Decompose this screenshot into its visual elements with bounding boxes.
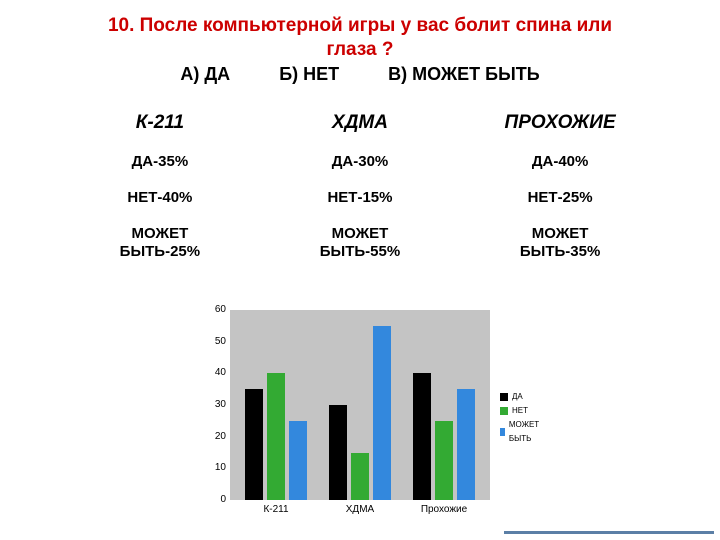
chart-bar [373, 326, 391, 500]
chart-x-tick: Прохожие [404, 504, 484, 515]
legend-swatch [500, 407, 508, 415]
title-line-2: глаза ? [327, 39, 394, 60]
chart-y-tick: 10 [204, 462, 226, 473]
table-cell: МОЖЕТ БЫТЬ-25% [60, 225, 260, 261]
table-cell: НЕТ-25% [460, 189, 660, 207]
table-row: НЕТ-40% НЕТ-15% НЕТ-25% [60, 189, 660, 207]
option-a: А) ДА [180, 64, 230, 84]
chart-plot-area [230, 310, 490, 500]
table-cell: ДА-40% [460, 153, 660, 171]
chart-bar [457, 389, 475, 500]
chart-bar [245, 389, 263, 500]
table-row: МОЖЕТ БЫТЬ-25% МОЖЕТ БЫТЬ-55% МОЖЕТ БЫТЬ… [60, 225, 660, 261]
chart-y-tick: 0 [204, 494, 226, 505]
chart-bar [329, 405, 347, 500]
col-header: К-211 [60, 112, 260, 135]
legend-label: МОЖЕТ БЫТЬ [509, 418, 542, 446]
option-v: В) МОЖЕТ БЫТЬ [388, 64, 540, 84]
chart-legend: ДАНЕТМОЖЕТ БЫТЬ [500, 390, 542, 446]
col-header: ХДМА [260, 112, 460, 135]
title-line-1: 10. После компьютерной игры у вас болит … [108, 15, 612, 36]
chart-y-tick: 20 [204, 431, 226, 442]
results-chart: 0102030405060 К-211ХДМАПрохожие ДАНЕТМОЖ… [200, 310, 530, 525]
chart-bar [351, 453, 369, 501]
legend-item: ДА [500, 390, 542, 404]
table-header-row: К-211 ХДМА ПРОХОЖИЕ [60, 112, 660, 135]
question-title: 10. После компьютерной игры у вас болит … [0, 14, 720, 62]
legend-label: ДА [512, 390, 523, 404]
results-table: К-211 ХДМА ПРОХОЖИЕ ДА-35% ДА-30% ДА-40%… [60, 112, 660, 279]
legend-item: НЕТ [500, 404, 542, 418]
chart-bar [435, 421, 453, 500]
chart-bar [413, 373, 431, 500]
table-cell: ДА-30% [260, 153, 460, 171]
legend-item: МОЖЕТ БЫТЬ [500, 418, 542, 446]
table-cell: МОЖЕТ БЫТЬ-35% [460, 225, 660, 261]
table-cell: НЕТ-15% [260, 189, 460, 207]
table-row: ДА-35% ДА-30% ДА-40% [60, 153, 660, 171]
table-cell: ДА-35% [60, 153, 260, 171]
chart-bar [289, 421, 307, 500]
legend-swatch [500, 428, 505, 436]
chart-y-tick: 60 [204, 304, 226, 315]
chart-y-tick: 30 [204, 399, 226, 410]
legend-swatch [500, 393, 508, 401]
answer-options: А) ДА Б) НЕТ В) МОЖЕТ БЫТЬ [0, 64, 720, 85]
legend-label: НЕТ [512, 404, 528, 418]
table-cell: МОЖЕТ БЫТЬ-55% [260, 225, 460, 261]
option-b: Б) НЕТ [279, 64, 339, 84]
accent-line [504, 531, 714, 534]
chart-x-tick: ХДМА [320, 504, 400, 515]
chart-bar [267, 373, 285, 500]
table-cell: НЕТ-40% [60, 189, 260, 207]
chart-y-tick: 40 [204, 367, 226, 378]
chart-x-tick: К-211 [236, 504, 316, 515]
col-header: ПРОХОЖИЕ [460, 112, 660, 135]
chart-y-tick: 50 [204, 336, 226, 347]
